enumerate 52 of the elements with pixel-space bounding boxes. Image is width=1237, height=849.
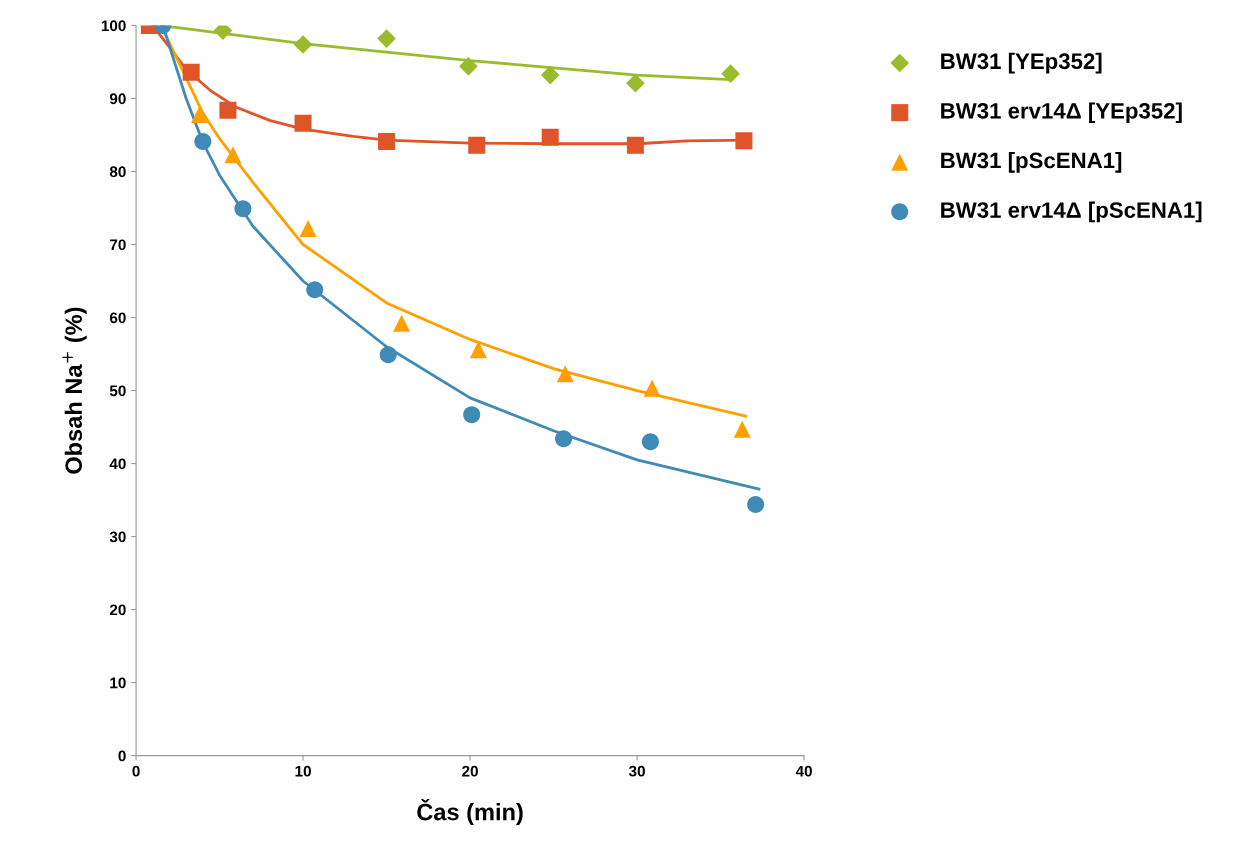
point xyxy=(378,133,396,151)
x-tick-label: 20 xyxy=(462,765,478,777)
point xyxy=(293,35,313,54)
point xyxy=(626,136,644,154)
point xyxy=(468,136,486,154)
y-axis-title: Obsah Na$^{+}$ (%) xyxy=(62,307,87,474)
x-tick-label: 10 xyxy=(295,765,311,777)
point xyxy=(469,341,487,359)
point xyxy=(294,114,312,132)
y-tick-label: 0 xyxy=(118,750,126,762)
x-tick-label: 30 xyxy=(628,765,645,777)
y-tick-label: 50 xyxy=(109,385,126,397)
point xyxy=(219,101,237,119)
point xyxy=(299,219,317,237)
point xyxy=(306,281,324,299)
point xyxy=(541,128,559,146)
point xyxy=(379,346,397,364)
point xyxy=(641,433,659,451)
point xyxy=(463,406,481,424)
legend-label: BW31 erv14Δ [pScENA1] xyxy=(941,201,1202,223)
point xyxy=(393,314,411,332)
point xyxy=(735,132,753,150)
y-tick-label: 40 xyxy=(109,458,126,470)
point xyxy=(540,65,560,85)
point xyxy=(747,495,765,513)
point xyxy=(555,430,573,448)
x-tick-label: 0 xyxy=(132,765,140,777)
legend-label: BW31 erv14Δ [YEp352] xyxy=(941,102,1182,124)
point xyxy=(626,73,645,93)
y-tick-label: 20 xyxy=(109,604,126,616)
y-tick-label: 80 xyxy=(109,166,126,178)
point xyxy=(182,63,200,81)
y-tick-label: 10 xyxy=(110,677,126,689)
x-axis-title: Čas (min) xyxy=(417,799,523,826)
x-tick-label: 40 xyxy=(795,765,812,777)
y-tick-label: 100 xyxy=(101,20,126,32)
legend-label: BW31 [YEp352] xyxy=(941,52,1102,74)
point xyxy=(194,133,212,151)
y-tick-label: 70 xyxy=(110,239,126,251)
point xyxy=(234,200,252,218)
point xyxy=(643,379,661,397)
point xyxy=(459,57,478,76)
y-tick-label: 30 xyxy=(109,531,126,543)
point xyxy=(721,64,740,83)
legend-label: BW31 [pScENA1] xyxy=(941,151,1122,173)
point xyxy=(733,420,751,438)
point xyxy=(224,146,242,164)
point xyxy=(377,29,396,48)
y-tick-label: 60 xyxy=(109,312,126,324)
y-tick-label: 90 xyxy=(109,93,126,105)
point xyxy=(556,365,574,383)
point xyxy=(191,106,209,124)
